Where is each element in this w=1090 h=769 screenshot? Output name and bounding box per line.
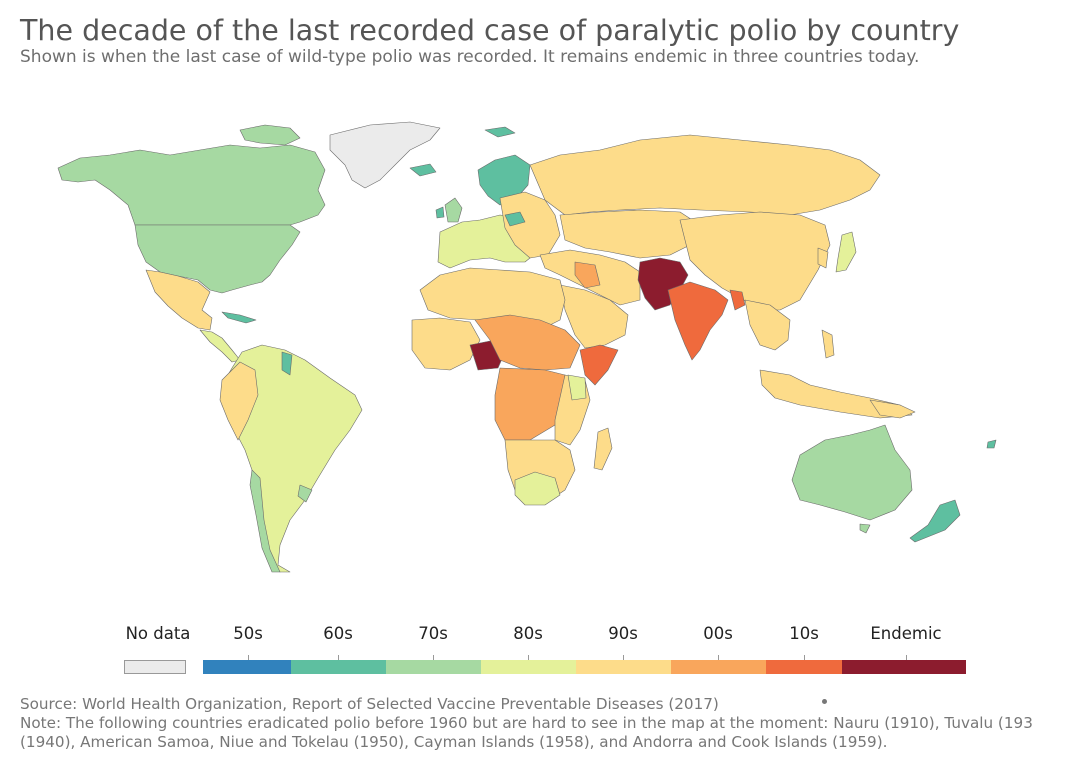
region-uruguay[interactable] — [297, 484, 313, 503]
region-iceland[interactable] — [409, 163, 437, 177]
map-footer: Source: World Health Organization, Repor… — [20, 695, 1090, 752]
legend-swatch-10s[interactable] — [766, 660, 842, 674]
map-subtitle: Shown is when the last case of wild-type… — [20, 47, 920, 67]
region-west-africa[interactable] — [411, 317, 481, 371]
map-title: The decade of the last recorded case of … — [20, 14, 960, 47]
legend-swatch-80s[interactable] — [481, 660, 576, 674]
region-tasmania[interactable] — [859, 523, 871, 534]
legend-label-80s: 80s — [513, 624, 543, 643]
region-korea[interactable] — [817, 247, 829, 269]
region-pacific-islands[interactable] — [986, 439, 997, 449]
region-central-africa[interactable] — [494, 367, 566, 441]
region-east-europe[interactable] — [499, 191, 561, 259]
legend-tick — [433, 655, 434, 660]
legend-label-endemic: Endemic — [870, 624, 942, 643]
region-central-europe-60s[interactable] — [504, 211, 526, 227]
legend-label-00s: 00s — [703, 624, 733, 643]
region-china[interactable] — [679, 211, 831, 311]
legend-swatch-70s[interactable] — [386, 660, 481, 674]
legend-label-70s: 70s — [418, 624, 448, 643]
region-caribbean[interactable] — [221, 311, 257, 324]
legend-swatch-90s[interactable] — [576, 660, 671, 674]
region-sahel-central[interactable] — [474, 314, 581, 371]
legend-label-50s: 50s — [233, 624, 263, 643]
legend-label-60s: 60s — [323, 624, 353, 643]
region-japan[interactable] — [835, 231, 857, 273]
region-britain[interactable] — [444, 197, 463, 223]
legend-tick — [906, 655, 907, 660]
legend-tick — [623, 655, 624, 660]
legend-tick — [528, 655, 529, 660]
region-new-guinea[interactable] — [869, 399, 916, 419]
region-russia[interactable] — [529, 134, 881, 216]
region-iraq-syria[interactable] — [574, 261, 601, 289]
region-greenland[interactable] — [329, 121, 441, 189]
region-arctic-islands[interactable] — [239, 124, 301, 146]
region-north-africa[interactable] — [419, 267, 566, 331]
legend-tick — [718, 655, 719, 660]
region-new-zealand[interactable] — [909, 499, 961, 543]
legend-tick — [338, 655, 339, 660]
source-text: Source: World Health Organization, Repor… — [20, 695, 719, 713]
region-arabia[interactable] — [559, 284, 629, 349]
region-kenya[interactable] — [567, 374, 587, 401]
region-central-america[interactable] — [199, 329, 241, 363]
region-mexico[interactable] — [145, 269, 213, 331]
region-india[interactable] — [667, 281, 729, 361]
note-text-line-1: Note: The following countries eradicated… — [20, 714, 1033, 732]
note-text-line-2: (1940), American Samoa, Niue and Tokelau… — [20, 733, 888, 751]
legend-label-no-data: No data — [125, 624, 191, 643]
region-bangladesh-myanmar[interactable] — [729, 289, 746, 311]
region-scandinavia[interactable] — [477, 154, 531, 206]
legend-swatch-no-data[interactable] — [124, 660, 186, 674]
legend-label-10s: 10s — [789, 624, 819, 643]
region-central-asia[interactable] — [559, 209, 701, 259]
region-chile[interactable] — [249, 469, 281, 573]
region-ireland[interactable] — [435, 206, 445, 219]
region-svalbard[interactable] — [484, 126, 516, 138]
world-map — [57, 121, 997, 573]
region-peru-colombia[interactable] — [219, 361, 259, 441]
region-south-africa[interactable] — [514, 471, 561, 506]
region-guyana[interactable] — [281, 351, 293, 376]
region-philippines[interactable] — [821, 329, 835, 359]
bullet-dot — [822, 699, 827, 704]
legend-label-90s: 90s — [608, 624, 638, 643]
region-horn-africa[interactable] — [579, 344, 619, 386]
legend-swatch-60s[interactable] — [291, 660, 386, 674]
region-canada-alaska[interactable] — [57, 144, 326, 226]
legend-swatch-00s[interactable] — [671, 660, 766, 674]
legend-swatch-50s[interactable] — [203, 660, 291, 674]
legend-tick — [248, 655, 249, 660]
legend-tick — [804, 655, 805, 660]
legend-swatch-endemic[interactable] — [842, 660, 966, 674]
region-southeast-asia[interactable] — [744, 299, 791, 351]
region-australia[interactable] — [791, 424, 913, 521]
region-madagascar[interactable] — [593, 427, 613, 471]
